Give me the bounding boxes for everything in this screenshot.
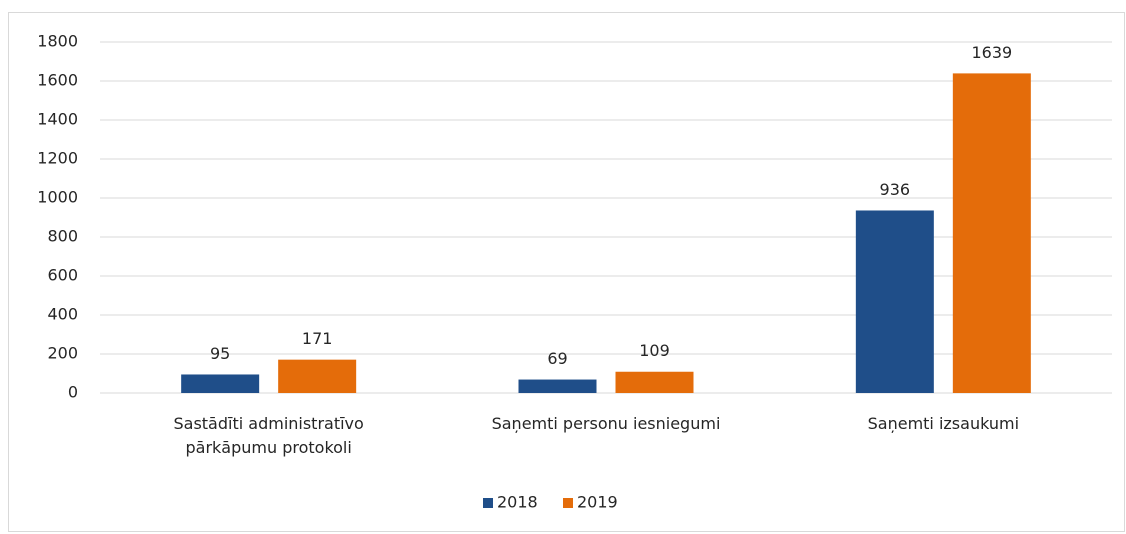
y-tick-label: 800 [47, 227, 78, 246]
bar [615, 371, 694, 393]
legend-swatch [563, 498, 573, 508]
bar [952, 73, 1031, 394]
y-tick-label: 1400 [37, 110, 78, 129]
value-label: 1639 [971, 43, 1012, 62]
y-tick-label: 1200 [37, 149, 78, 168]
legend-swatch [483, 498, 493, 508]
y-tick-label: 1800 [37, 32, 78, 51]
y-tick-label: 200 [47, 344, 78, 363]
bar [278, 359, 357, 393]
bar [181, 374, 260, 393]
y-tick-label: 600 [47, 266, 78, 285]
value-label: 95 [210, 344, 230, 363]
value-label: 171 [302, 329, 333, 348]
bar [518, 379, 597, 393]
x-tick-label: Sastādīti administratīvo pārkāpumu proto… [173, 414, 364, 457]
legend-label: 2018 [497, 493, 538, 512]
y-tick-label: 1600 [37, 71, 78, 90]
bar [855, 210, 934, 393]
x-tick-label: Saņemti personu iesniegumi [491, 414, 721, 433]
y-tick-label: 400 [47, 305, 78, 324]
legend-label: 2019 [577, 493, 618, 512]
x-tick-label: Saņemti izsaukumi [867, 414, 1020, 433]
y-tick-label: 1000 [37, 188, 78, 207]
y-tick-label: 0 [68, 383, 78, 402]
value-label: 109 [639, 341, 670, 360]
value-label: 936 [880, 180, 911, 199]
value-label: 69 [547, 349, 567, 368]
chart-border [8, 12, 1125, 532]
